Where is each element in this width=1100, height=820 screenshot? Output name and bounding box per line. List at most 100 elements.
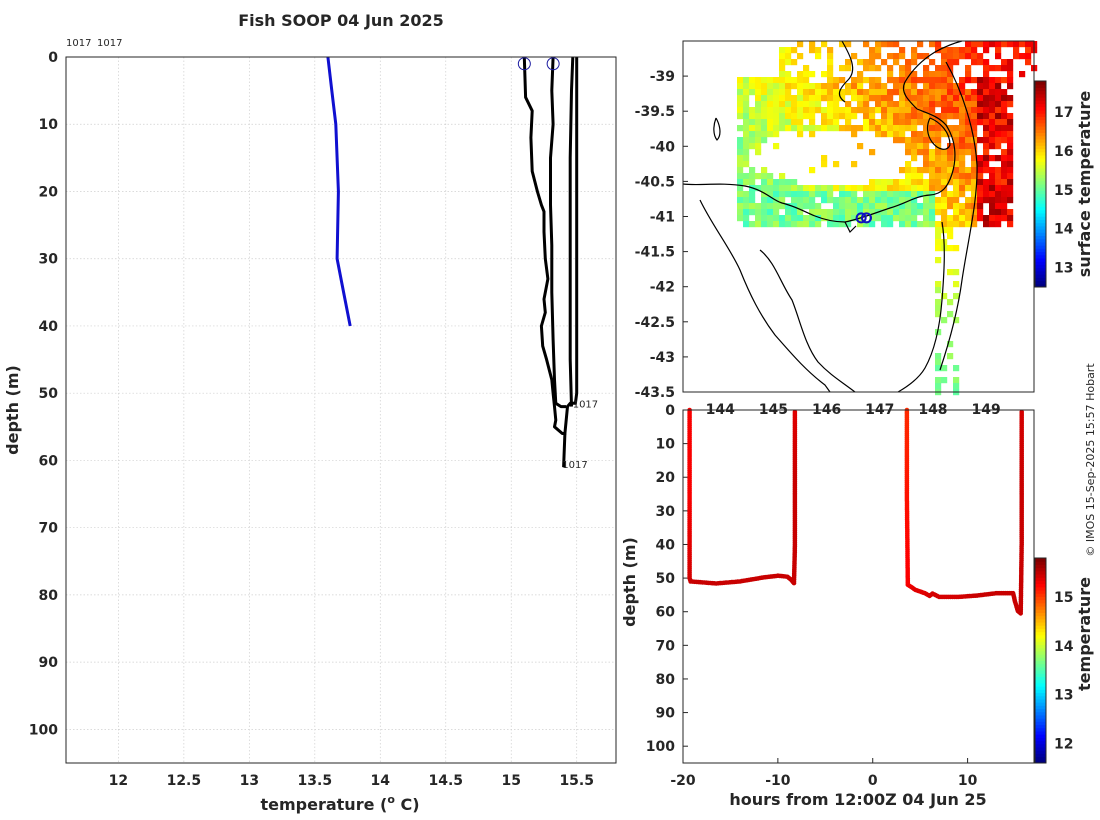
sst-cell: [737, 155, 744, 162]
sst-cell: [821, 197, 828, 204]
sst-cell: [857, 197, 864, 204]
sst-cell: [875, 89, 882, 96]
sst-cell: [803, 77, 810, 84]
sst-cell: [815, 47, 822, 54]
profile-end-label-1: 1017: [562, 460, 587, 471]
temperature-colorbar-swatch: [1035, 698, 1046, 703]
sst-cell: [869, 107, 876, 114]
sst-cell: [1013, 53, 1020, 60]
sst-colorbar-swatch: [1035, 135, 1046, 140]
sst-cell: [935, 197, 942, 204]
sst-cell: [761, 209, 768, 216]
sst-cell: [977, 161, 984, 168]
sst-cell: [827, 101, 834, 108]
sst-cell: [779, 173, 786, 180]
sst-cell: [845, 41, 852, 48]
sst-colorbar-swatch: [1035, 119, 1046, 124]
sst-cell: [833, 113, 840, 120]
sst-colorbar-swatch: [1035, 283, 1046, 288]
temperature-colorbar-swatch: [1035, 631, 1046, 636]
sst-cell: [881, 95, 888, 102]
sst-cell: [815, 89, 822, 96]
sst-cell: [755, 131, 762, 138]
sst-cell: [923, 203, 930, 210]
sst-cell: [953, 149, 960, 156]
sst-cell: [737, 125, 744, 132]
sst-cell: [845, 185, 852, 192]
sst-cell: [737, 191, 744, 198]
sst-cell: [947, 197, 954, 204]
sst-cell: [953, 173, 960, 180]
sst-cell: [809, 191, 816, 198]
sst-cell: [767, 113, 774, 120]
sst-colorbar-swatch: [1035, 264, 1046, 269]
sst-cell: [851, 125, 858, 132]
sst-colorbar-swatch: [1035, 238, 1046, 243]
sst-cell: [743, 107, 750, 114]
sst-cell: [947, 155, 954, 162]
sst-cell: [851, 53, 858, 60]
sst-cell: [845, 83, 852, 90]
sst-colorbar-tick-label-0: 13: [1054, 261, 1073, 277]
sst-cell: [911, 203, 918, 210]
sst-cell: [779, 179, 786, 186]
sst-cell: [863, 185, 870, 192]
temperature-colorbar-swatch: [1035, 689, 1046, 694]
sst-colorbar-label: surface temperature: [1075, 91, 1094, 278]
sst-cell: [779, 47, 786, 54]
sst-colorbar-swatch: [1035, 251, 1046, 256]
sst-cell: [977, 197, 984, 204]
sst-cell: [887, 41, 894, 48]
sst-cell: [809, 113, 816, 120]
profile-end-label-0: 1017: [573, 399, 598, 410]
temperature-colorbar-swatch: [1035, 558, 1046, 562]
sst-cell: [971, 167, 978, 174]
sst-cell: [791, 203, 798, 210]
sst-cell: [977, 215, 984, 222]
sst-cell: [941, 131, 948, 138]
copyright-text: © IMOS 15-Sep-2025 15:57 Hobart: [1084, 363, 1097, 557]
x-tick-label-7: 15.5: [559, 773, 594, 789]
sst-colorbar-swatch: [1035, 148, 1046, 153]
sst-cell: [857, 59, 864, 66]
sst-cell: [833, 161, 840, 168]
sst-cell: [791, 215, 798, 222]
sst-colorbar-swatch: [1035, 267, 1046, 272]
sst-colorbar-swatch: [1035, 81, 1046, 85]
sst-cell: [887, 77, 894, 84]
sst-cell: [845, 101, 852, 108]
sst-cell: [935, 161, 942, 168]
sst-cell: [965, 89, 972, 96]
sst-cell: [857, 89, 864, 96]
sst-cell: [995, 125, 1002, 132]
sst-cell: [779, 53, 786, 60]
sst-cell: [875, 197, 882, 204]
sst-cell: [995, 167, 1002, 174]
sst-cell: [905, 221, 912, 228]
sst-cell: [857, 221, 864, 228]
sst-cell: [839, 77, 846, 84]
map-marker-1: [860, 212, 872, 224]
sst-colorbar-swatch: [1035, 270, 1046, 275]
sst-cell: [779, 221, 786, 228]
sst-cell: [743, 137, 750, 144]
sst-cell: [767, 185, 774, 192]
sst-colorbar-swatch: [1035, 258, 1046, 262]
sst-cell: [917, 137, 924, 144]
sst-cell: [947, 149, 954, 156]
sst-cell: [935, 179, 942, 186]
sst-cell: [857, 185, 864, 192]
sst-cell: [779, 215, 786, 222]
sst-colorbar-swatch: [1035, 97, 1046, 101]
temperature-colorbar-swatch: [1035, 602, 1046, 607]
depth-time-x-tick-label-1: -10: [765, 773, 791, 789]
sst-cell: [761, 113, 768, 120]
sst-cell: [959, 191, 966, 198]
temperature-colorbar-swatch: [1035, 570, 1046, 575]
sst-cell: [737, 215, 744, 222]
sst-cell: [809, 125, 816, 132]
temperature-colorbar-swatch: [1035, 676, 1046, 681]
sst-cell: [827, 215, 834, 222]
map-y-tick-label-0: -39: [650, 69, 675, 85]
sst-cell: [971, 53, 978, 60]
